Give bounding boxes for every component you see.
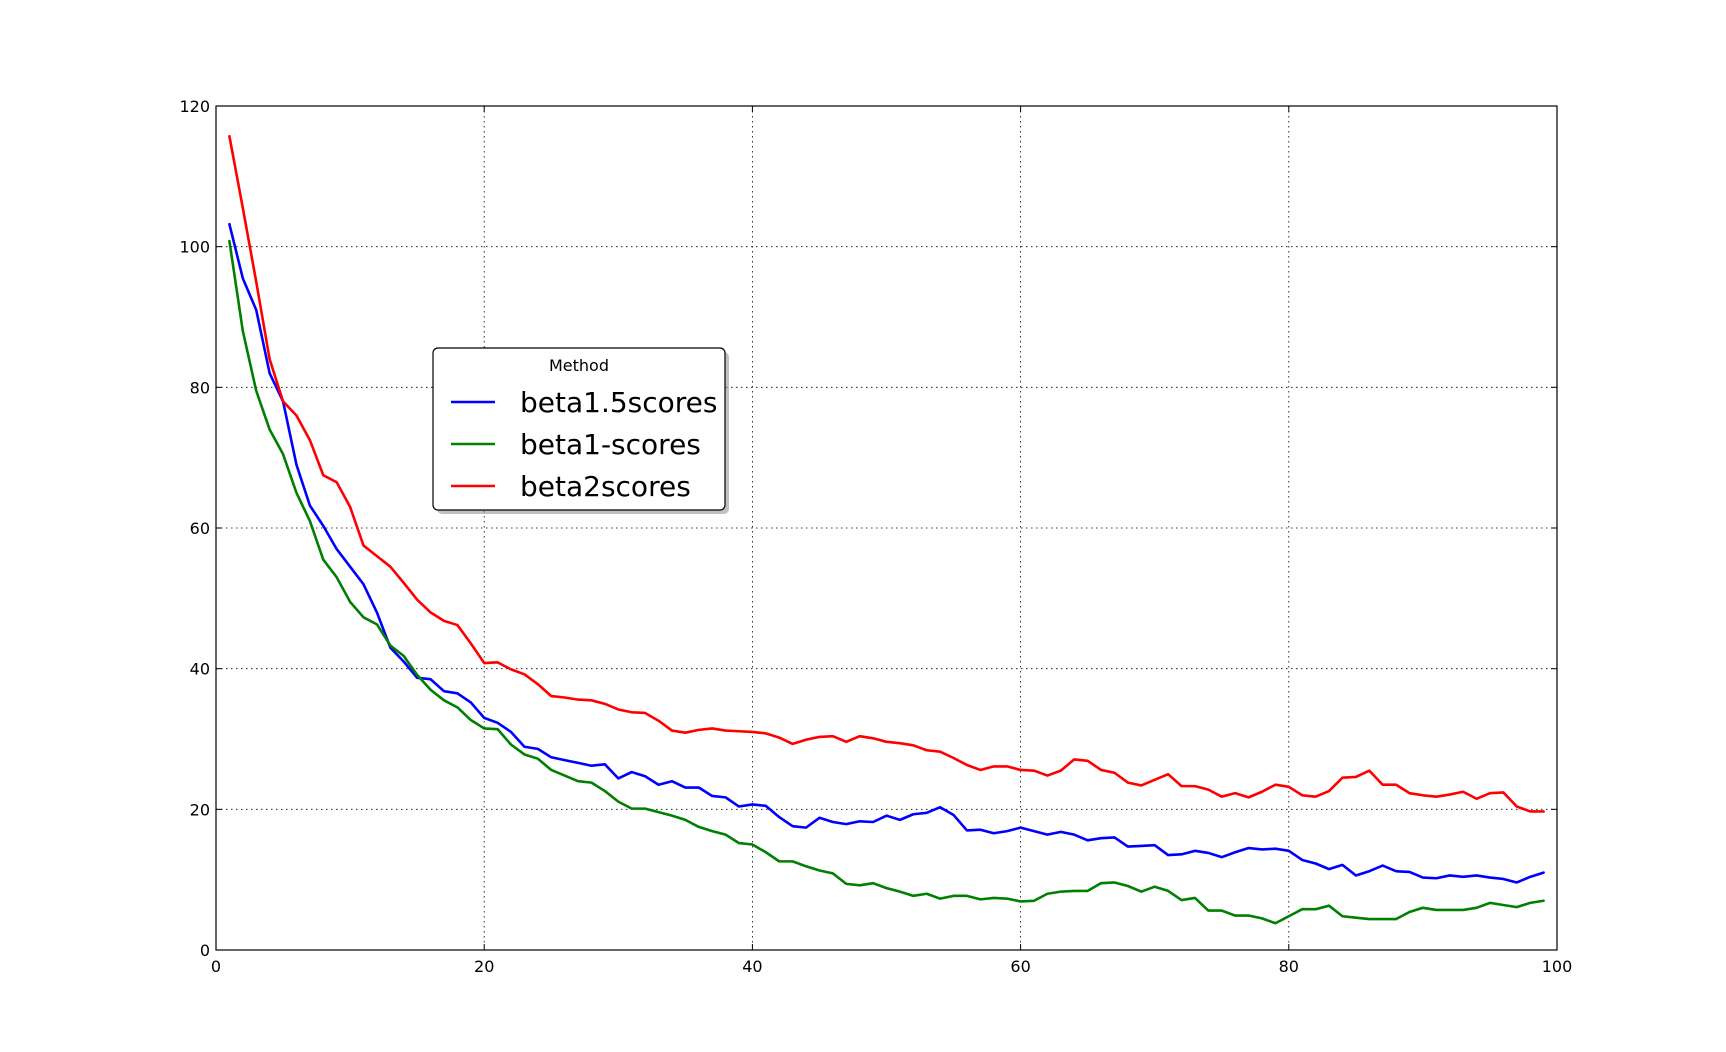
x-tick-label: 60 — [1010, 957, 1030, 976]
y-tick-label: 40 — [190, 660, 210, 679]
axis-ticks: 0 20 40 60 80 100 0 20 40 60 80 100 120 — [179, 97, 1572, 976]
x-tick-label: 0 — [211, 957, 221, 976]
x-tick-label: 20 — [474, 957, 494, 976]
y-tick-label: 120 — [179, 97, 210, 116]
legend-label-beta1.5scores: beta1.5scores — [520, 386, 718, 419]
legend-title: Method — [549, 356, 609, 375]
legend-box — [432, 347, 726, 511]
series-line-beta1-scores — [228, 239, 1545, 925]
y-tick-label: 20 — [190, 800, 210, 819]
grid-lines — [216, 106, 1557, 950]
series-lines — [228, 134, 1545, 925]
x-tick-label: 100 — [1542, 957, 1573, 976]
x-tick-label: 80 — [1279, 957, 1299, 976]
y-tick-label: 100 — [179, 238, 210, 257]
y-tick-label: 60 — [190, 519, 210, 538]
y-tick-label: 0 — [200, 941, 210, 960]
legend-label-beta1-scores: beta1-scores — [520, 428, 701, 461]
y-tick-label: 80 — [190, 378, 210, 397]
series-line-beta1.5scores — [228, 222, 1545, 884]
series-line-beta2scores — [228, 134, 1545, 813]
legend: Method beta1.5scores beta1-scores beta2sco… — [432, 347, 729, 514]
legend-label-beta2scores: beta2scores — [520, 470, 691, 503]
x-tick-label: 40 — [742, 957, 762, 976]
